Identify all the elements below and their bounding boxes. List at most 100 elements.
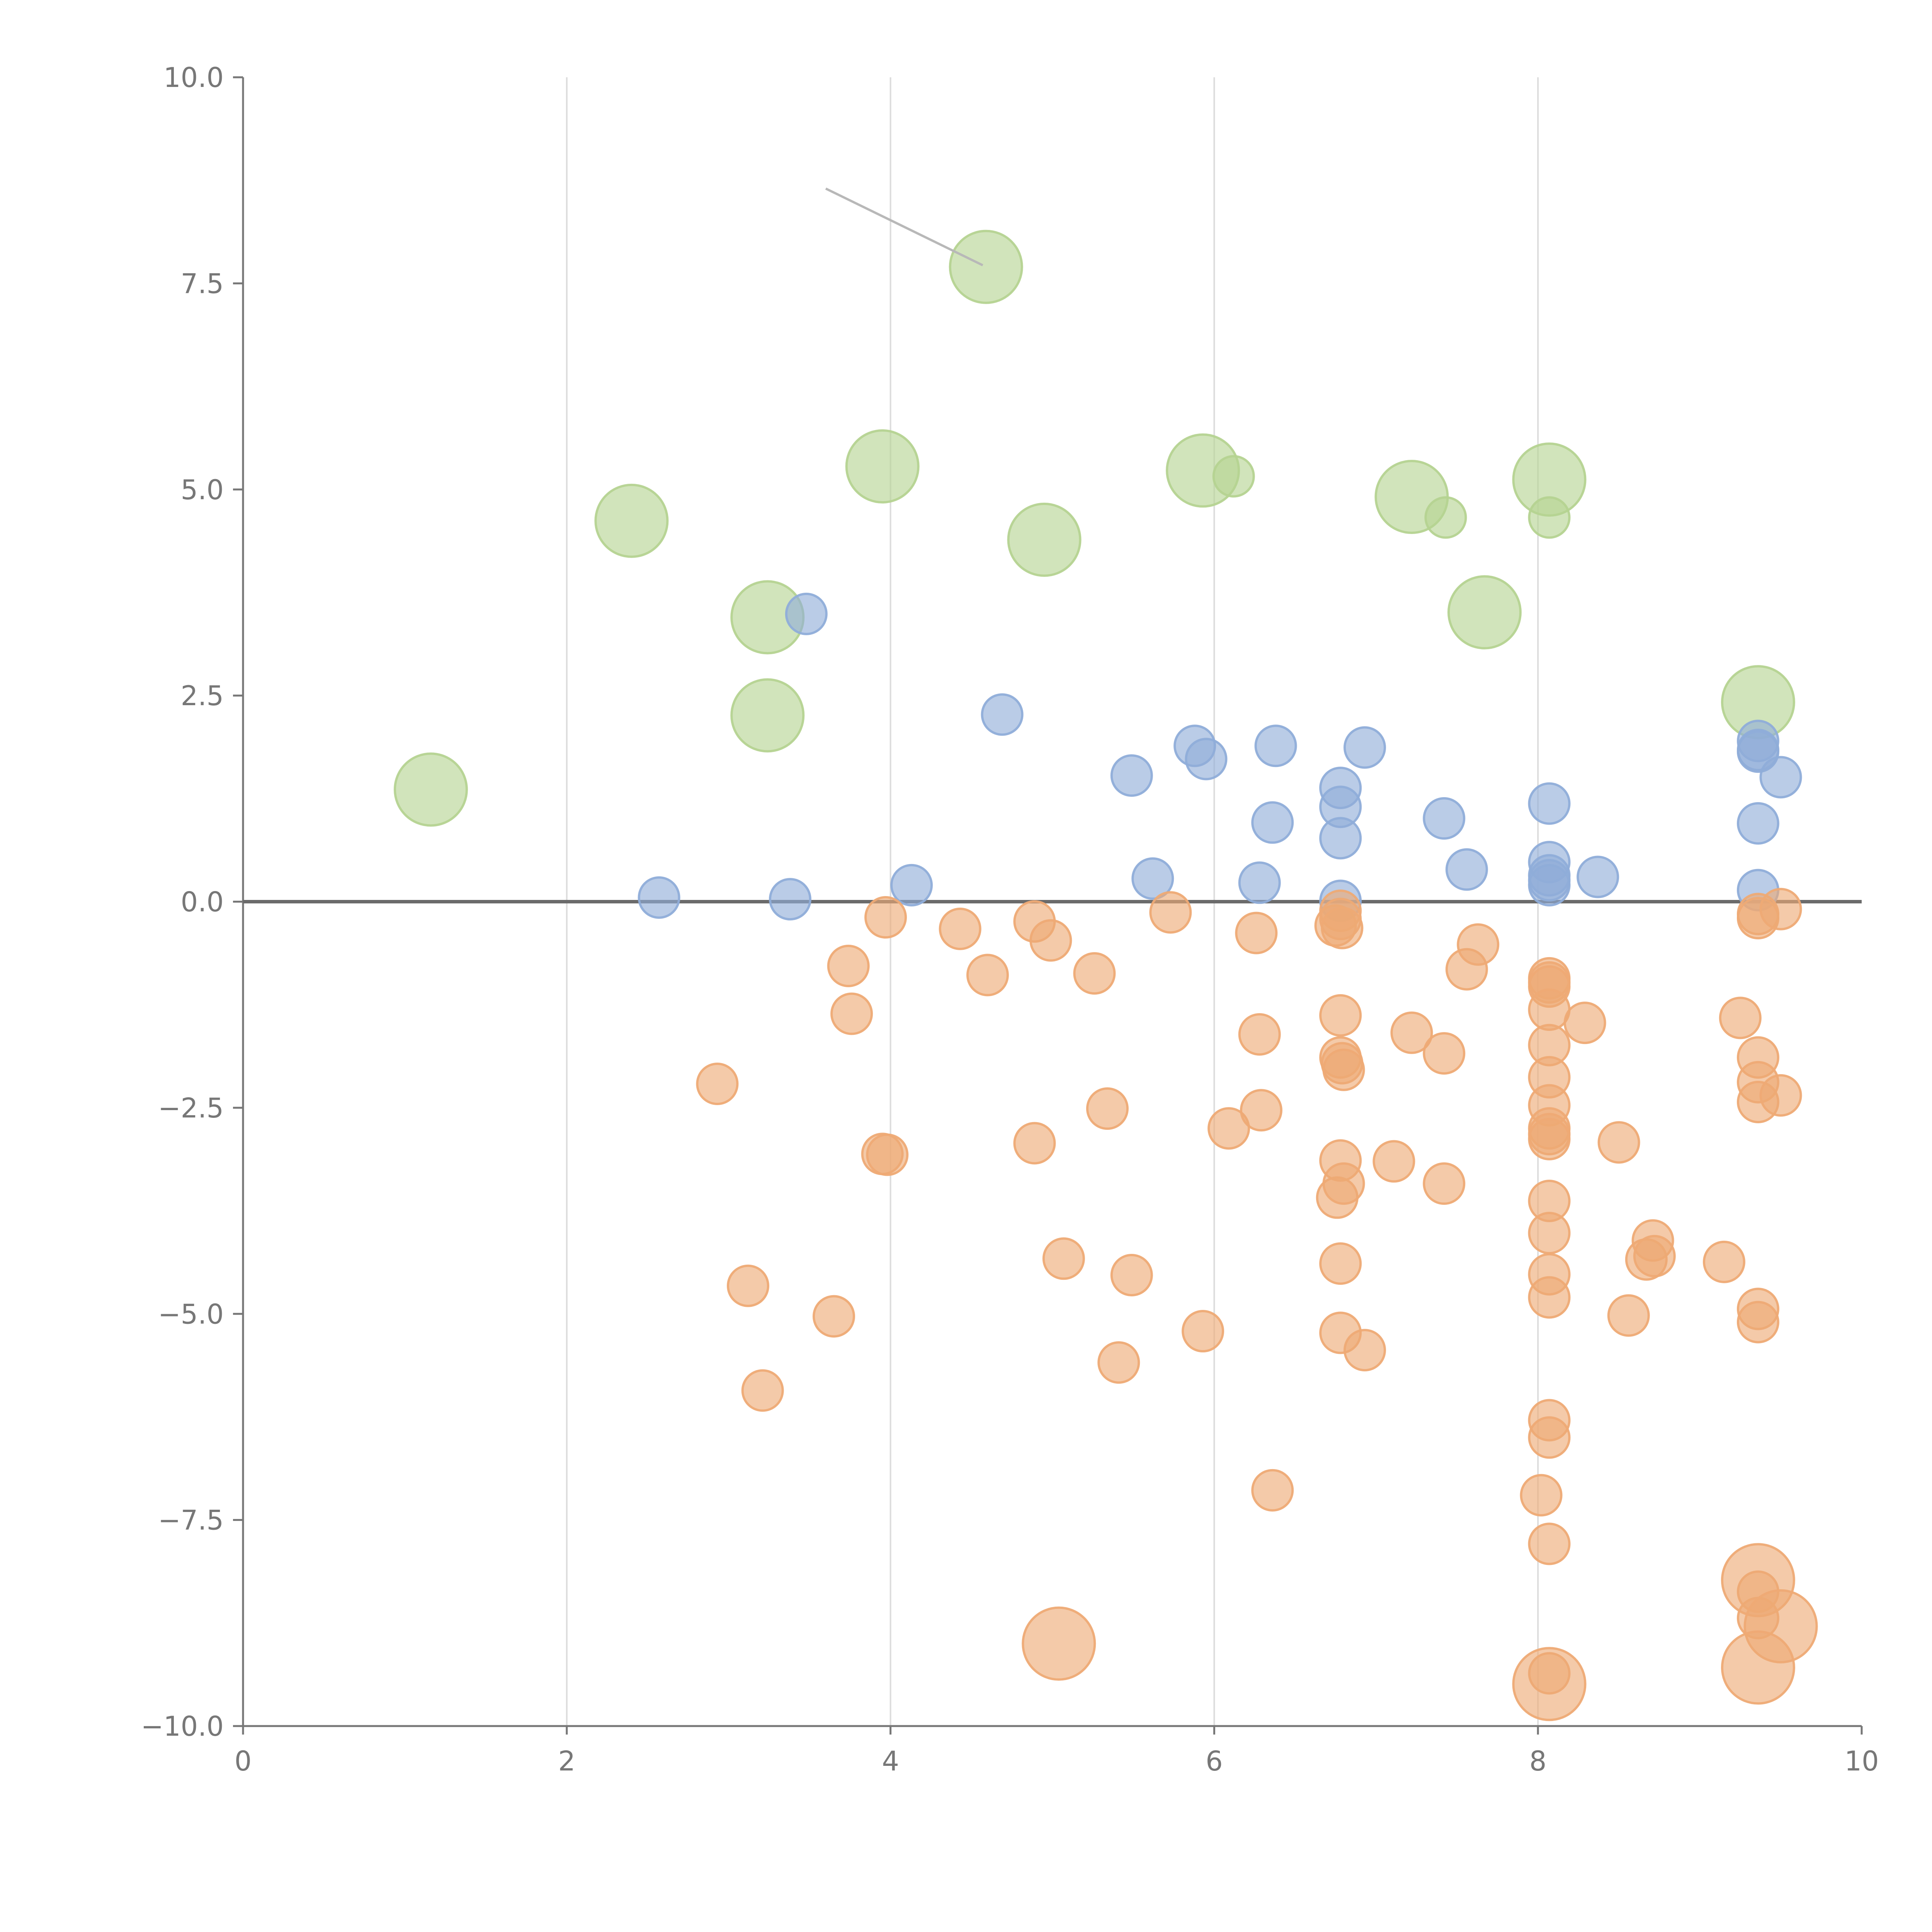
x-tick-label: 0 — [235, 1745, 252, 1777]
orange-small-point — [1097, 1341, 1140, 1384]
green-small-point — [1424, 496, 1467, 539]
x-tick-label: 4 — [882, 1745, 899, 1777]
blue-small-point — [1319, 817, 1362, 860]
x-tick-label: 6 — [1206, 1745, 1223, 1777]
green-large-point — [845, 429, 920, 504]
tick-label-layer: 0 2 4 6 8 10 10.0 7.5 5.0 2.5 0.0 −2.5 −5.0 −7.5 −10.0 — [141, 62, 1879, 1777]
blue-small-point — [1254, 724, 1297, 767]
orange-small-point — [1528, 1117, 1571, 1160]
orange-large-point — [1022, 1606, 1096, 1681]
orange-small-point — [1423, 1032, 1466, 1075]
orange-small-point — [1251, 1469, 1294, 1512]
orange-small-point — [1042, 1237, 1085, 1280]
annotation-layer — [825, 187, 983, 267]
orange-small-point — [1208, 1107, 1250, 1150]
orange-large-point — [1721, 1630, 1795, 1705]
y-tick-label: −7.5 — [158, 1505, 224, 1536]
y-tick-label: −10.0 — [141, 1711, 224, 1742]
orange-small-point — [1528, 1522, 1571, 1565]
orange-large-point — [1512, 1647, 1587, 1721]
blue-small-point — [1736, 802, 1779, 845]
orange-small-point — [1238, 1013, 1281, 1056]
orange-small-point — [1759, 1074, 1802, 1117]
orange-small-point — [1182, 1310, 1225, 1353]
blue-small-point — [1577, 855, 1619, 898]
green-small-point — [1212, 455, 1255, 498]
orange-small-point — [1520, 1474, 1563, 1517]
y-tick-label: 5.0 — [181, 474, 224, 506]
leader-line — [825, 187, 983, 267]
blue-small-point — [1238, 861, 1281, 904]
blue-small-point — [1445, 848, 1488, 891]
points-layer — [393, 230, 1818, 1721]
blue-small-point — [1131, 857, 1174, 900]
blue-small-point — [1343, 726, 1386, 769]
orange-small-point — [1319, 1242, 1362, 1285]
orange-small-point — [1321, 906, 1364, 949]
green-large-point — [1007, 502, 1082, 577]
orange-small-point — [1736, 1301, 1779, 1344]
orange-small-point — [1322, 1048, 1365, 1091]
blue-small-point — [1759, 756, 1802, 799]
blue-small-point — [1185, 738, 1228, 781]
orange-small-point — [1457, 923, 1500, 966]
orange-small-point — [866, 1133, 909, 1176]
green-large-point — [1447, 575, 1522, 650]
orange-small-point — [1607, 1294, 1650, 1337]
green-large-point — [949, 230, 1023, 304]
blue-small-point — [769, 878, 811, 921]
y-tick-label: 10.0 — [163, 62, 224, 94]
orange-small-point — [726, 1264, 769, 1307]
orange-small-point — [1719, 997, 1762, 1039]
blue-small-point — [981, 693, 1024, 736]
green-large-point — [594, 483, 669, 558]
orange-small-point — [1029, 919, 1072, 962]
x-tick-label: 2 — [558, 1745, 576, 1777]
orange-small-point — [1563, 1002, 1606, 1044]
orange-small-point — [1110, 1253, 1153, 1296]
orange-small-point — [1372, 1140, 1415, 1183]
orange-small-point — [1240, 1089, 1282, 1132]
orange-small-point — [1633, 1235, 1676, 1277]
orange-small-point — [939, 907, 981, 950]
y-tick-label: 2.5 — [181, 680, 224, 712]
green-small-point — [1528, 496, 1571, 539]
orange-small-point — [1759, 888, 1802, 930]
orange-small-point — [696, 1063, 739, 1105]
orange-small-point — [1423, 1162, 1466, 1205]
blue-small-point — [638, 876, 680, 919]
x-tick-label: 10 — [1844, 1745, 1879, 1777]
orange-small-point — [1528, 1276, 1571, 1319]
orange-small-point — [1073, 952, 1116, 995]
orange-small-point — [1597, 1121, 1640, 1164]
blue-small-point — [890, 864, 933, 906]
axes-layer — [233, 76, 1863, 1735]
orange-small-point — [1235, 912, 1278, 954]
orange-small-point — [864, 896, 907, 939]
blue-small-point — [1528, 864, 1571, 906]
orange-small-point — [1702, 1240, 1745, 1283]
y-tick-label: −2.5 — [158, 1092, 224, 1124]
orange-small-point — [1528, 988, 1571, 1031]
orange-small-point — [1528, 1416, 1571, 1459]
orange-small-point — [1322, 1162, 1365, 1205]
orange-small-point — [812, 1295, 855, 1338]
blue-small-point — [1110, 754, 1153, 797]
orange-small-point — [1013, 1122, 1056, 1165]
blue-small-point — [1251, 801, 1294, 844]
y-tick-label: −5.0 — [158, 1298, 224, 1330]
orange-small-point — [1149, 891, 1192, 934]
orange-small-point — [1319, 994, 1362, 1037]
orange-small-point — [966, 954, 1009, 997]
blue-small-point — [1528, 782, 1571, 825]
green-large-point — [393, 752, 468, 827]
y-tick-label: 7.5 — [181, 268, 224, 299]
orange-small-point — [1528, 1212, 1571, 1255]
green-large-point — [730, 678, 805, 753]
orange-small-point — [827, 944, 870, 987]
y-tick-label: 0.0 — [181, 886, 224, 918]
orange-small-point — [741, 1369, 784, 1412]
orange-small-point — [1343, 1329, 1386, 1372]
x-tick-label: 8 — [1529, 1745, 1547, 1777]
